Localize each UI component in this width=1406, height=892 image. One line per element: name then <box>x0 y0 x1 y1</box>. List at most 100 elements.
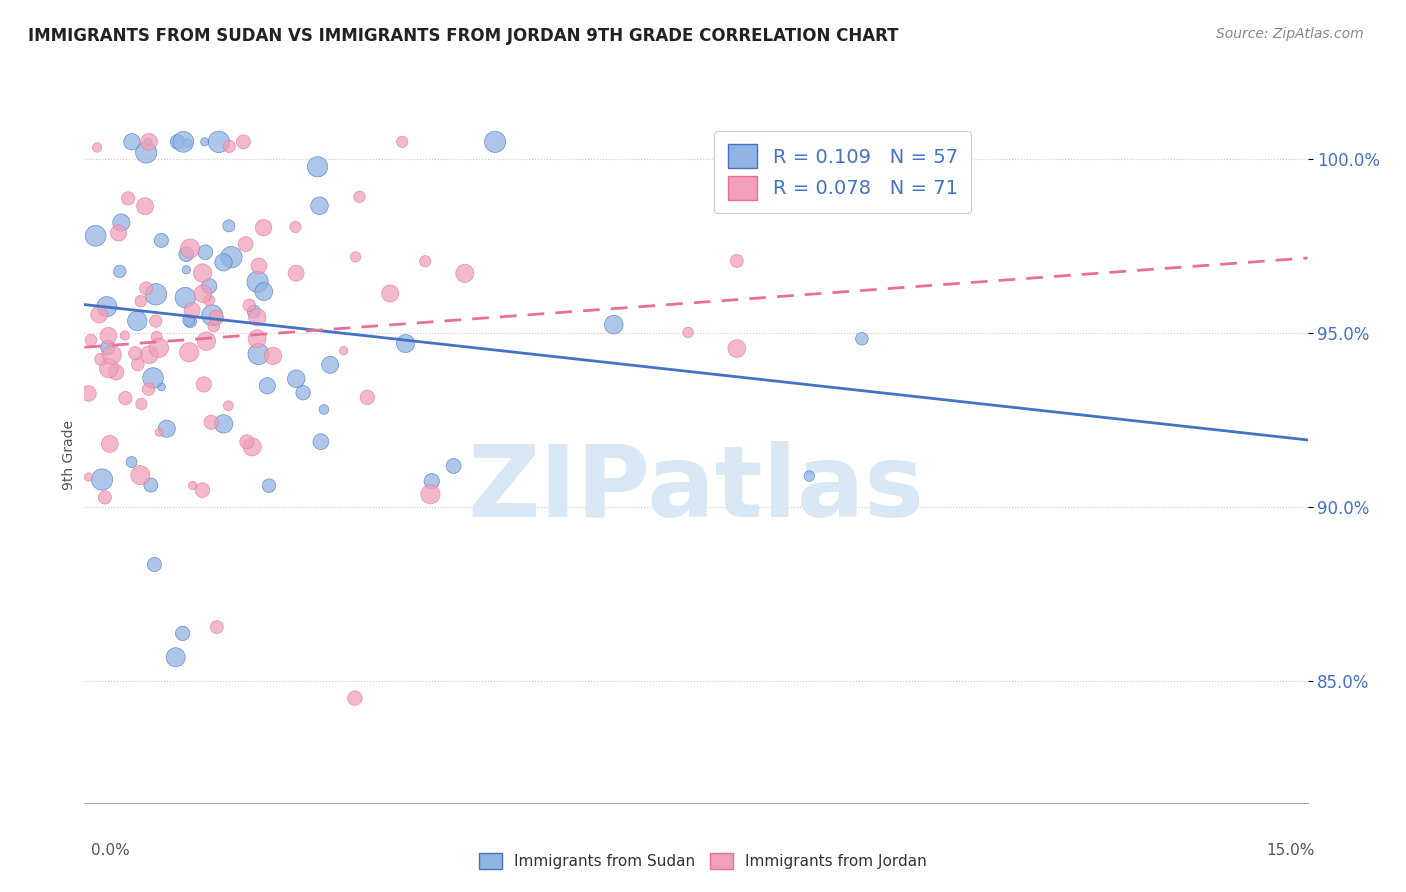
Point <box>201 308 224 322</box>
Point <box>484 135 506 149</box>
Point <box>97 328 120 343</box>
Point <box>181 478 204 492</box>
Point <box>319 358 342 372</box>
Point <box>145 314 167 328</box>
Point <box>198 293 221 308</box>
Point <box>131 397 153 411</box>
Point <box>218 139 240 153</box>
Point <box>156 422 179 436</box>
Point <box>77 386 100 401</box>
Point <box>121 135 143 149</box>
Point <box>127 358 149 372</box>
Point <box>391 135 413 149</box>
Point <box>247 259 270 273</box>
Point <box>205 620 228 634</box>
Point <box>349 190 371 204</box>
Point <box>165 650 187 665</box>
Point <box>97 361 120 376</box>
Point <box>236 434 259 449</box>
Point <box>247 347 270 361</box>
Point <box>191 483 214 497</box>
Point <box>309 434 332 449</box>
Point <box>108 264 131 278</box>
Point <box>172 626 194 640</box>
Point <box>193 377 215 392</box>
Point <box>799 469 821 483</box>
Point <box>150 380 173 394</box>
Point <box>205 310 228 325</box>
Point <box>166 135 188 149</box>
Point <box>235 237 257 252</box>
Point <box>378 286 401 301</box>
Text: 15.0%: 15.0% <box>1267 843 1315 858</box>
Point <box>603 318 626 332</box>
Point <box>176 262 198 277</box>
Point <box>198 279 221 293</box>
Point <box>97 341 120 355</box>
Point <box>262 349 284 363</box>
Point <box>284 220 307 235</box>
Point <box>208 135 231 149</box>
Point <box>145 287 167 301</box>
Point <box>232 135 254 149</box>
Point <box>246 332 269 346</box>
Point <box>344 250 367 264</box>
Point <box>252 220 274 235</box>
Point <box>114 391 136 405</box>
Point <box>454 266 477 280</box>
Point <box>148 341 170 355</box>
Point <box>179 314 201 328</box>
Point <box>419 487 441 501</box>
Point <box>356 390 378 404</box>
Point <box>172 135 194 149</box>
Point <box>285 266 308 280</box>
Point <box>725 253 748 268</box>
Point <box>94 491 117 505</box>
Point <box>202 319 225 334</box>
Y-axis label: 9th Grade: 9th Grade <box>62 420 76 490</box>
Point <box>129 468 152 483</box>
Point <box>124 346 146 360</box>
Point <box>121 455 143 469</box>
Point <box>212 255 235 269</box>
Point <box>179 345 201 359</box>
Point <box>134 199 156 213</box>
Point <box>292 385 315 400</box>
Point <box>246 310 269 325</box>
Point <box>77 470 100 484</box>
Point <box>80 333 103 347</box>
Point <box>221 250 243 264</box>
Point <box>238 298 260 312</box>
Point <box>308 199 330 213</box>
Point <box>243 304 266 318</box>
Point <box>443 458 465 473</box>
Point <box>90 352 112 367</box>
Point <box>105 365 128 379</box>
Point <box>139 478 162 492</box>
Point <box>142 371 165 385</box>
Point <box>138 348 160 362</box>
Point <box>135 145 157 160</box>
Point <box>246 275 269 289</box>
Text: Source: ZipAtlas.com: Source: ZipAtlas.com <box>1216 27 1364 41</box>
Point <box>107 226 129 240</box>
Point <box>148 425 170 440</box>
Point <box>174 247 197 261</box>
Point <box>394 336 416 351</box>
Point <box>200 415 222 429</box>
Legend: Immigrants from Sudan, Immigrants from Jordan: Immigrants from Sudan, Immigrants from J… <box>472 847 934 875</box>
Point <box>217 399 239 413</box>
Point <box>174 291 197 305</box>
Point <box>194 135 217 149</box>
Legend: R = 0.109   N = 57, R = 0.078   N = 71: R = 0.109 N = 57, R = 0.078 N = 71 <box>714 130 972 213</box>
Point <box>332 343 354 358</box>
Point <box>136 135 159 149</box>
Point <box>91 473 114 487</box>
Point <box>179 242 201 256</box>
Point <box>145 330 167 344</box>
Point <box>256 378 278 392</box>
Point <box>420 475 443 489</box>
Point <box>143 558 166 572</box>
Point <box>98 437 121 451</box>
Point <box>343 691 366 706</box>
